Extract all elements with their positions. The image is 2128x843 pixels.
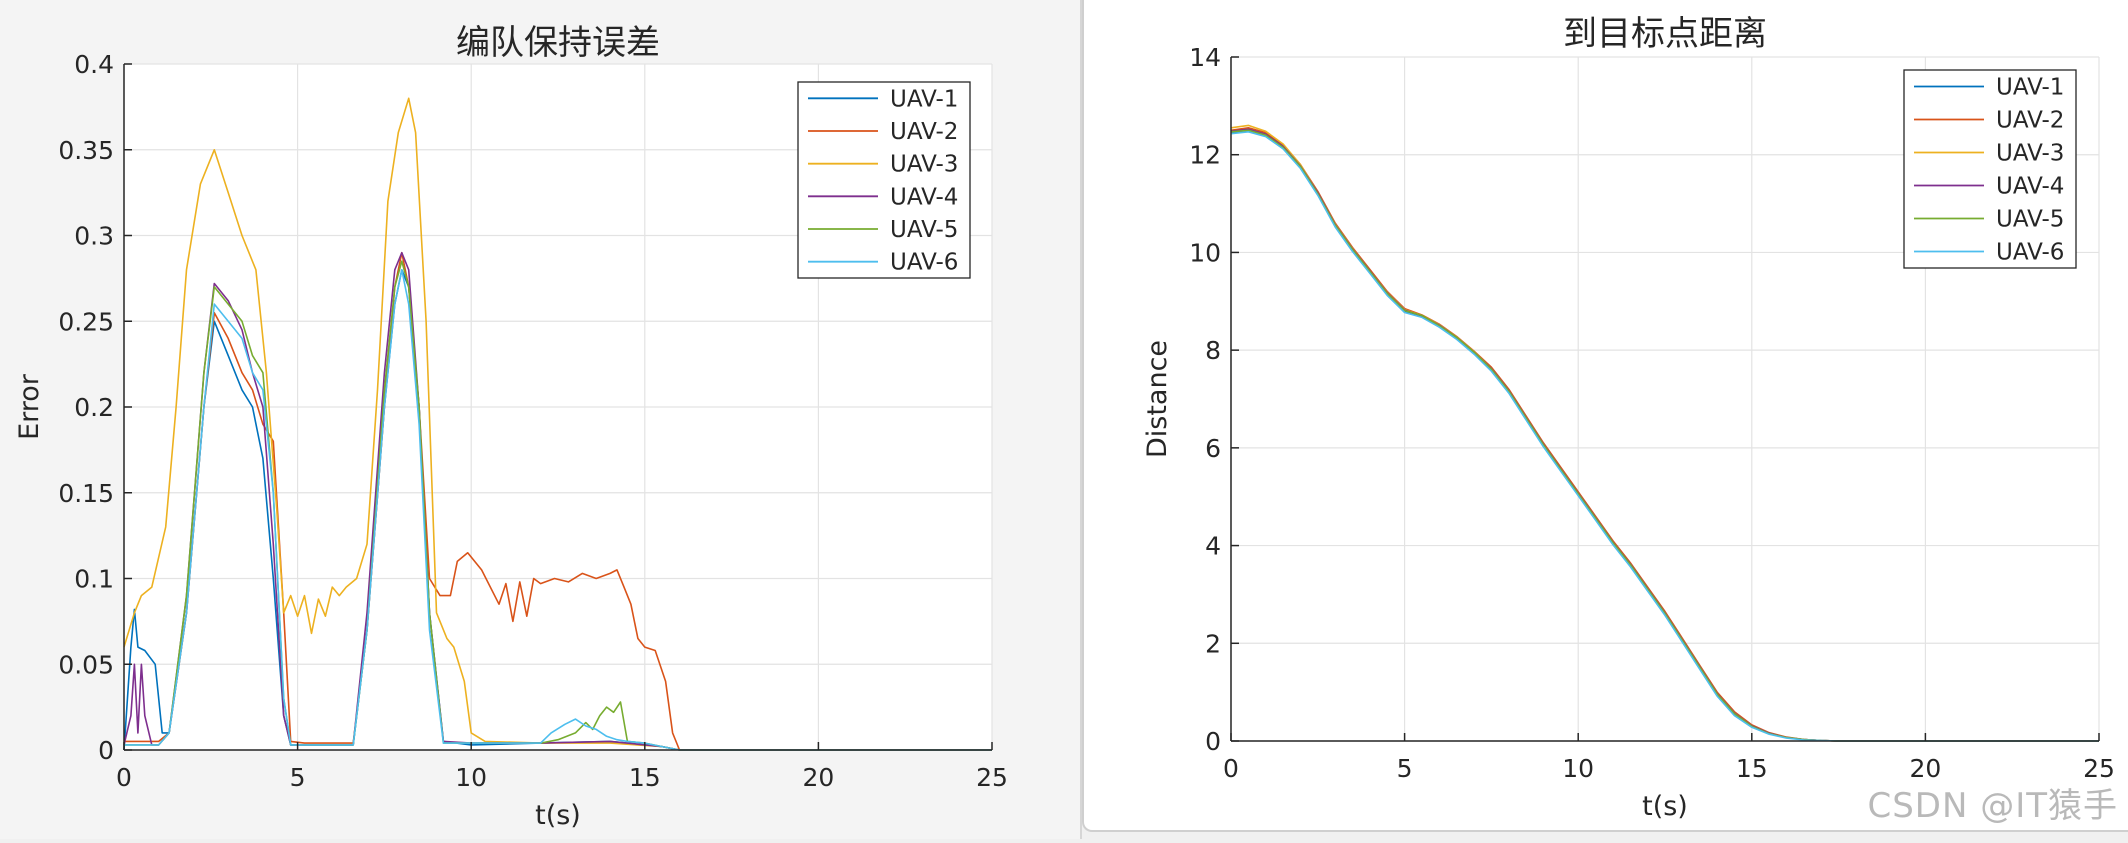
- series-line-uav-6: [1230, 131, 2099, 742]
- x-tick-label: 20: [1909, 754, 1941, 783]
- legend-label: UAV-6: [1996, 240, 2064, 266]
- right-figure-panel: 0 5 10 15 20 25 0 2 4 6 8 10 12 14 到目标点距离 t(s) Distance U…: [1082, 0, 2128, 832]
- y-axis-label: Distance: [1142, 340, 1173, 458]
- legend-label: UAV-5: [890, 217, 958, 243]
- x-axis-label: t(s): [1642, 791, 1688, 822]
- y-tick-label: 0.05: [58, 650, 114, 679]
- y-tick-label: 4: [1205, 532, 1221, 561]
- y-axis-label: Error: [14, 373, 45, 440]
- x-tick-label: 5: [1397, 754, 1413, 783]
- legend-label: UAV-3: [890, 152, 958, 178]
- series-line-uav-4: [123, 251, 992, 751]
- legend-label: UAV-3: [1996, 141, 2064, 167]
- legend-label: UAV-2: [1996, 108, 2064, 134]
- watermark-text: CSDN @IT猿手: [1867, 786, 2118, 826]
- panel-divider: [1080, 0, 1082, 839]
- legend-label: UAV-6: [890, 250, 958, 276]
- x-tick-label: 15: [1736, 754, 1768, 783]
- legend-box: [797, 81, 971, 279]
- chart-title: 编队保持误差: [456, 23, 660, 63]
- legend-label: UAV-4: [1996, 174, 2064, 200]
- formation-error-chart: 0 5 10 15 20 25 0 0.05 0.1 0.15 0.2 0.25 0.3 0.35 0.4 编…: [14, 23, 1008, 831]
- x-tick-label: 10: [455, 763, 487, 792]
- legend-label: UAV-4: [890, 184, 958, 210]
- chart-title: 到目标点距离: [1563, 14, 1767, 54]
- y-tick-label: 0.25: [58, 307, 114, 336]
- series-line-uav-3: [123, 97, 992, 751]
- x-tick-label: 0: [116, 763, 132, 792]
- legend-box: [1903, 69, 2077, 269]
- legend: UAV-1 UAV-2 UAV-3 UAV-4 UAV-5 UAV-6: [797, 81, 971, 279]
- x-tick-label: 25: [2083, 754, 2115, 783]
- x-tick-label: 25: [976, 763, 1008, 792]
- legend-label: UAV-1: [890, 86, 958, 112]
- x-tick-label: 10: [1562, 754, 1594, 783]
- y-tick-label: 2: [1205, 629, 1221, 658]
- series-line-uav-6: [124, 269, 992, 751]
- y-tick-label: 0.4: [74, 50, 114, 79]
- y-tick-label: 12: [1189, 141, 1221, 170]
- x-tick-label: 5: [290, 763, 306, 792]
- y-tick-label: 0: [1205, 727, 1221, 756]
- y-tick-label: 6: [1205, 434, 1221, 463]
- series-line-uav-2: [124, 251, 992, 751]
- legend-label: UAV-2: [890, 119, 958, 145]
- x-tick-label: 0: [1223, 754, 1239, 783]
- legend: UAV-1 UAV-2 UAV-3 UAV-4 UAV-5 UAV-6: [1903, 69, 2077, 269]
- legend-label: UAV-1: [1996, 75, 2064, 101]
- y-tick-label: 10: [1189, 238, 1221, 267]
- y-tick-label: 14: [1189, 43, 1221, 72]
- y-tick-label: 0: [98, 736, 114, 765]
- y-tick-label: 0.15: [58, 479, 114, 508]
- y-tick-label: 0.1: [74, 565, 114, 594]
- legend-label: UAV-5: [1996, 207, 2064, 233]
- y-tick-label: 0.2: [74, 393, 114, 422]
- series-line-uav-5: [124, 260, 992, 751]
- y-tick-label: 0.35: [58, 136, 114, 165]
- y-tick-label: 8: [1205, 336, 1221, 365]
- x-tick-label: 20: [802, 763, 834, 792]
- x-axis-label: t(s): [535, 800, 581, 831]
- left-figure-panel: 0 5 10 15 20 25 0 0.05 0.1 0.15 0.2 0.25 0.3 0.35 0.4 编…: [14, 23, 1008, 831]
- x-tick-label: 15: [629, 763, 661, 792]
- y-tick-label: 0.3: [74, 222, 114, 251]
- target-distance-chart: 0 5 10 15 20 25 0 2 4 6 8 10 12 14 到目标点距离 t(s) Distance U…: [1142, 14, 2115, 822]
